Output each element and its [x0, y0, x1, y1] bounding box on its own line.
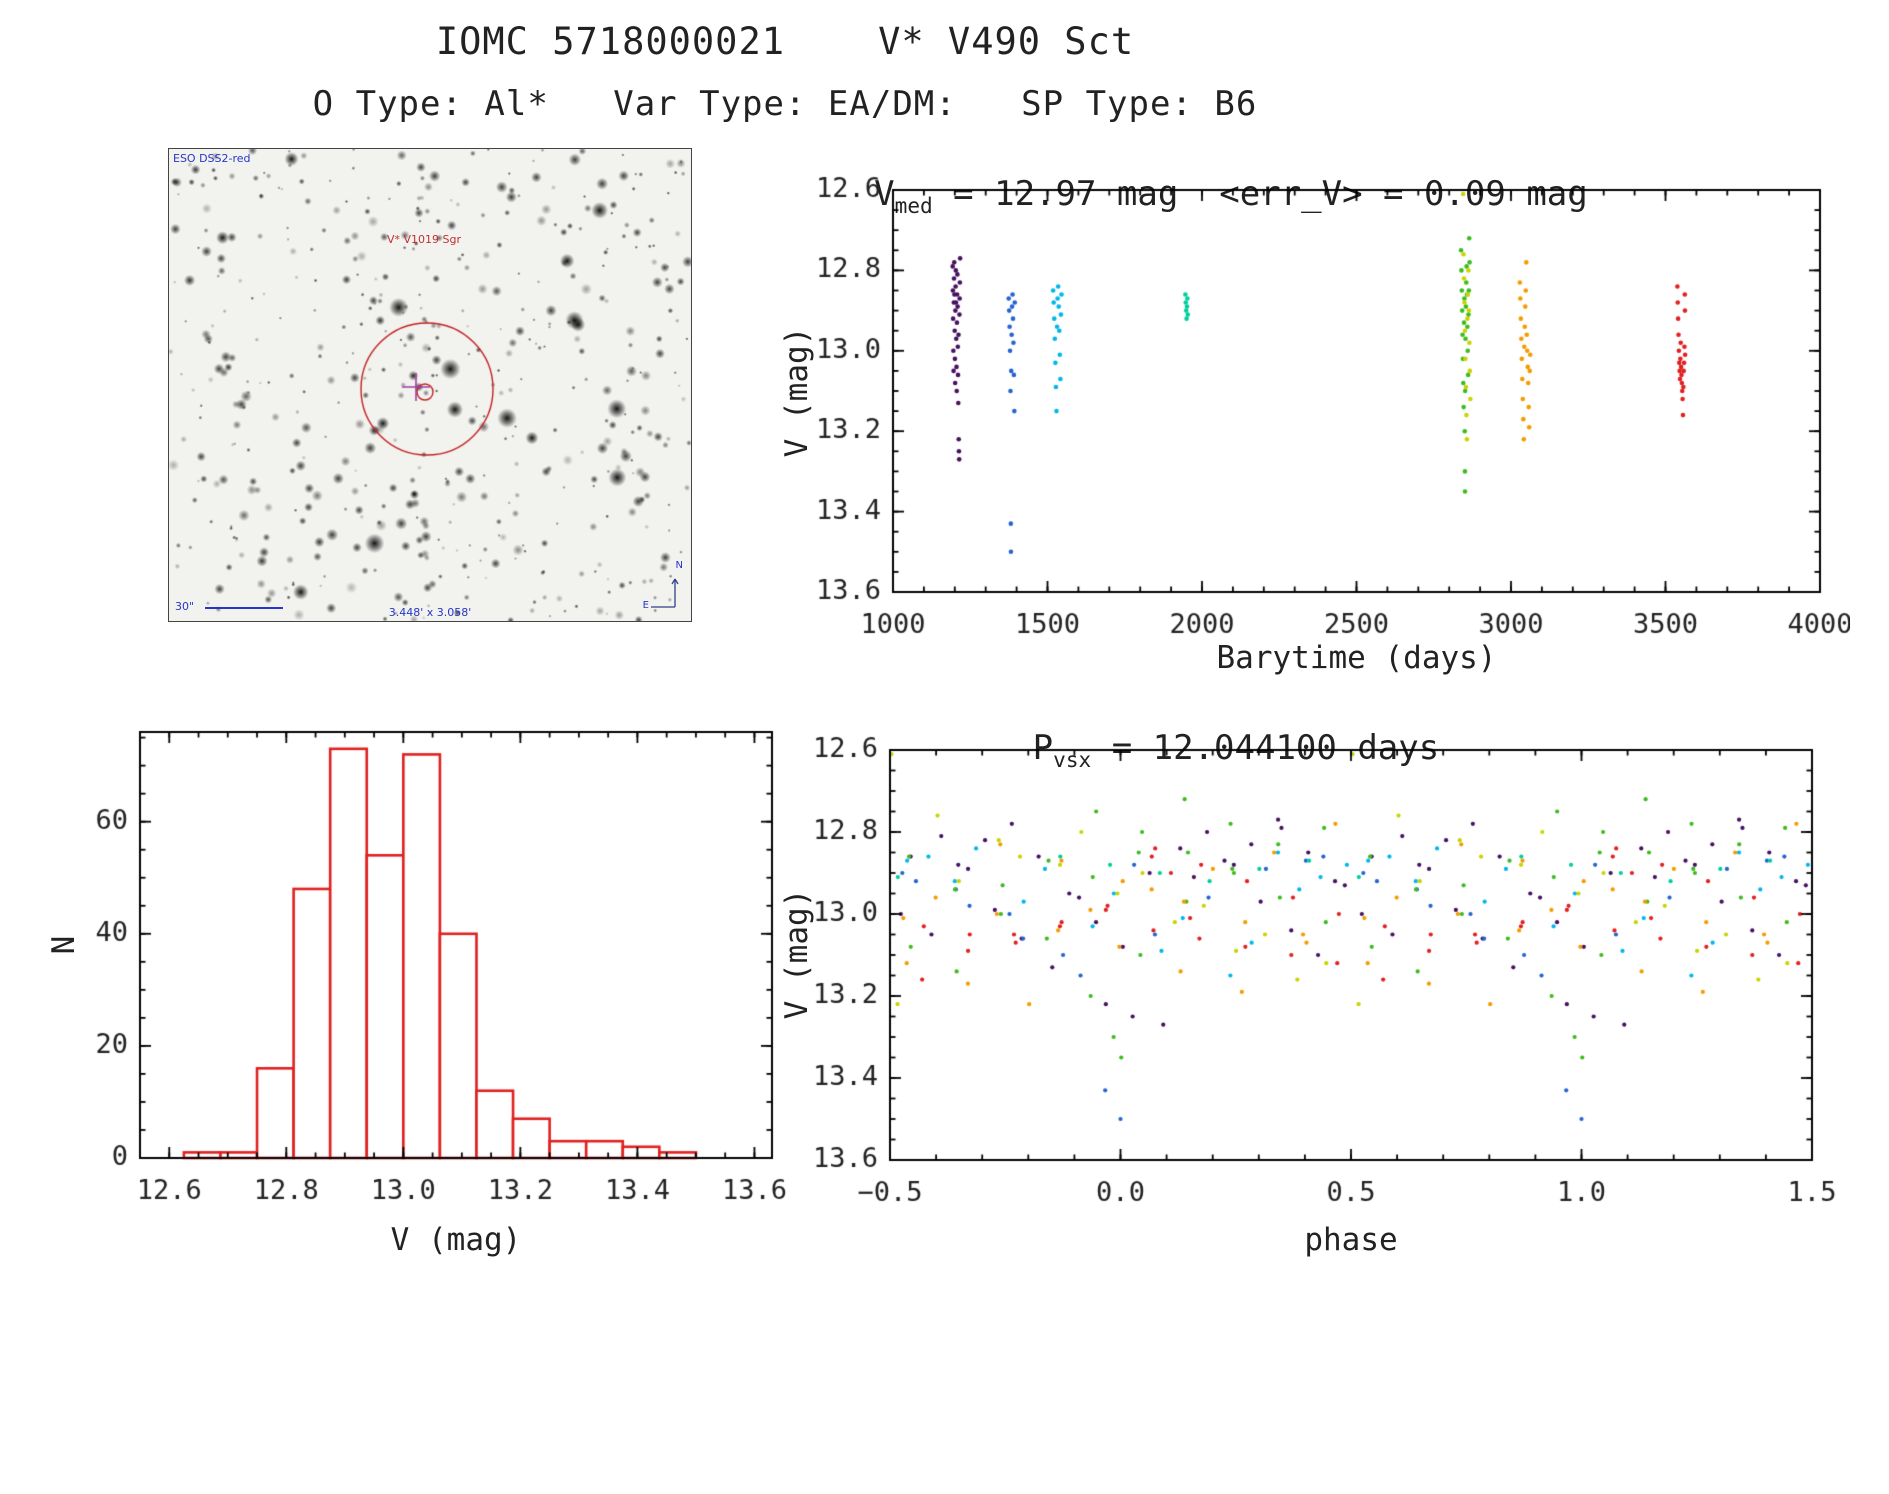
lightcurve-ylabel: V (mag): [779, 326, 815, 458]
lightcurve-plot: [790, 150, 1850, 650]
north-label: N: [675, 560, 683, 571]
scale-bar: [205, 607, 283, 609]
histogram-xlabel: V (mag): [390, 1222, 522, 1258]
phase-ylabel: V (mag): [779, 888, 815, 1020]
compass-icon: [651, 578, 679, 608]
east-label: E: [642, 600, 649, 611]
phase-xlabel: phase: [1304, 1222, 1398, 1258]
histogram-ylabel: N: [46, 935, 82, 955]
lightcurve-xlabel: Barytime (days): [1216, 640, 1497, 676]
page-title: IOMC 5718000021 V* V490 Sct: [435, 20, 1135, 63]
survey-label: ESO DSS2-red: [173, 152, 251, 165]
histogram-plot: [60, 700, 820, 1210]
phase-plot: [790, 722, 1850, 1222]
page-subtitle: O Type: Al* Var Type: EA/DM: SP Type: B6: [312, 84, 1258, 124]
target-name-label: V* V1019 Sgr: [387, 233, 462, 246]
finding-chart-panel: ESO DSS2-red V* V1019 Sgr 30" 3.448' x 3…: [168, 148, 692, 622]
scale-label: 30": [175, 600, 195, 613]
fov-label: 3.448' x 3.058': [388, 606, 472, 619]
finding-chart-image: [169, 149, 691, 621]
